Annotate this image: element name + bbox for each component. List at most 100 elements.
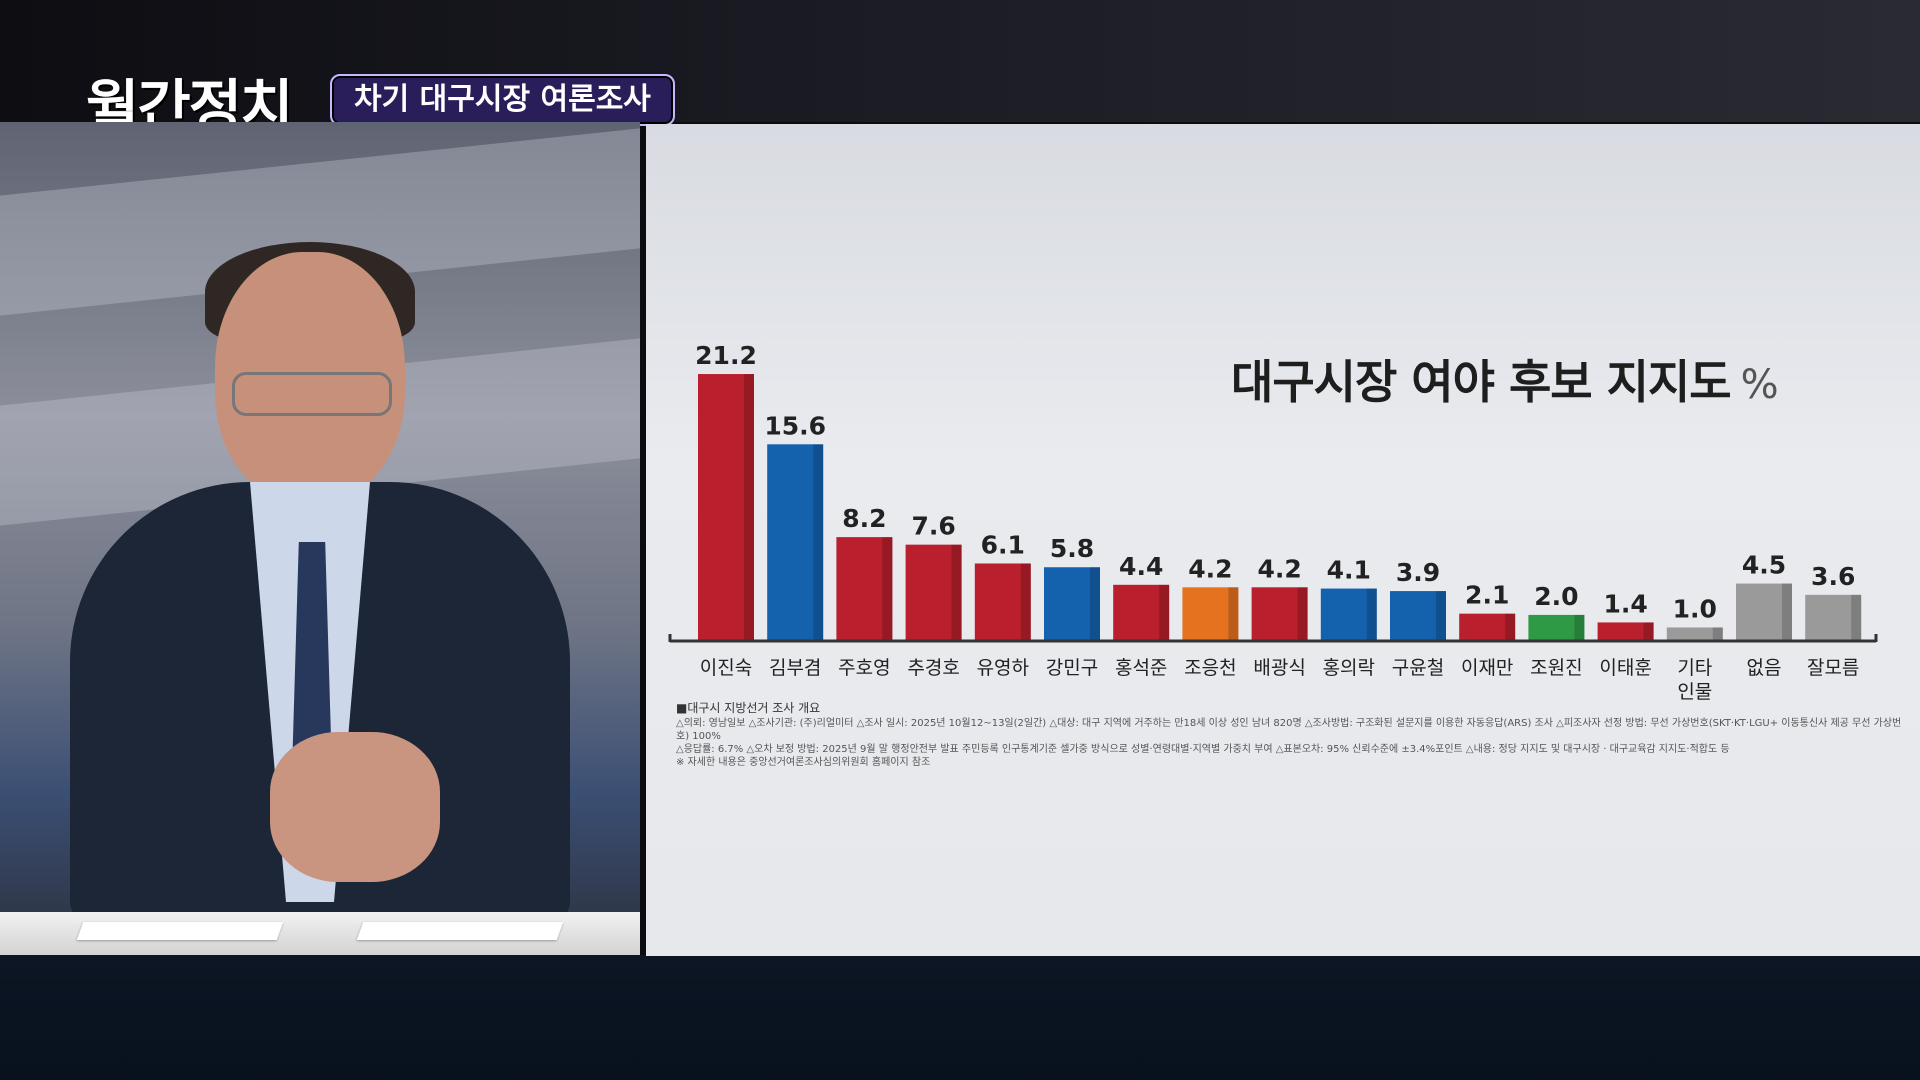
bar-group: 4.4 홍석준 bbox=[1113, 552, 1170, 679]
footnote-line: △의뢰: 영남일보 △조사기관: (주)리얼미터 △조사 일시: 2025년 1… bbox=[676, 718, 1902, 742]
category-label: 이재만 bbox=[1461, 657, 1513, 679]
desk-paper bbox=[76, 922, 284, 940]
bar bbox=[836, 537, 893, 640]
bar-shade bbox=[1090, 567, 1100, 640]
anchor-glasses bbox=[232, 372, 392, 416]
bar-group: 21.2 이진숙 bbox=[695, 341, 757, 679]
bar bbox=[1666, 627, 1723, 640]
footnote-line: ※ 자세한 내용은 중앙선거여론조사심의위원회 홈페이지 참조 bbox=[676, 757, 931, 768]
bar bbox=[1390, 591, 1446, 640]
anchor-hands bbox=[270, 732, 440, 882]
topic-tag: 차기 대구시장 여론조사 bbox=[330, 74, 675, 126]
bar bbox=[1251, 587, 1308, 640]
category-label: 없음 bbox=[1747, 657, 1782, 679]
chart-title-text: 대구시장 여야 후보 지지도 bbox=[1231, 355, 1732, 409]
bar-shade bbox=[1020, 563, 1031, 640]
bottom-band bbox=[0, 955, 1920, 1080]
data-label: 4.1 bbox=[1327, 556, 1371, 585]
bar-shade bbox=[1782, 583, 1792, 640]
category-label: 잘모름 bbox=[1807, 657, 1859, 679]
bar-shade bbox=[1436, 591, 1446, 640]
category-label: 김부겸 bbox=[769, 657, 821, 679]
data-label: 3.9 bbox=[1396, 558, 1440, 587]
category-label: 홍의락 bbox=[1323, 657, 1375, 679]
bar bbox=[905, 544, 962, 640]
data-label: 5.8 bbox=[1050, 534, 1094, 563]
bar-shade bbox=[813, 444, 824, 640]
top-banner-background bbox=[0, 0, 1920, 122]
bar-group: 3.9 구윤철 bbox=[1390, 558, 1446, 679]
bar bbox=[1459, 613, 1516, 640]
studio-camera-feed bbox=[0, 122, 640, 960]
bar-group: 15.6 김부겸 bbox=[764, 411, 826, 679]
bar-group: 8.2 주호영 bbox=[836, 504, 893, 679]
bar bbox=[974, 563, 1031, 640]
category-label: 조응천 bbox=[1184, 657, 1236, 679]
data-label: 7.6 bbox=[911, 512, 955, 541]
survey-footnotes: ■대구시 지방선거 조사 개요 △의뢰: 영남일보 △조사기관: (주)리얼미터… bbox=[676, 702, 1906, 769]
footnote-title: ■대구시 지방선거 조사 개요 bbox=[676, 701, 821, 715]
chart-title: 대구시장 여야 후보 지지도% bbox=[1231, 346, 1779, 412]
bar-group: 5.8 강민구 bbox=[1044, 534, 1100, 679]
bar-chart: 21.2 이진숙 15.6 김부겸 8.2 주호영 7.6 추경호 6.1 유영하 5.8 강민구 4.… bbox=[668, 341, 1878, 703]
category-label: 구윤철 bbox=[1392, 657, 1444, 679]
bar-group: 7.6 추경호 bbox=[905, 512, 962, 679]
data-label: 4.2 bbox=[1188, 554, 1232, 583]
data-label: 4.4 bbox=[1119, 552, 1163, 581]
category-label: 기타 bbox=[1677, 657, 1712, 679]
bar-shade bbox=[1505, 613, 1516, 640]
bar-group: 4.2 조응천 bbox=[1182, 554, 1239, 679]
category-label: 유영하 bbox=[977, 657, 1029, 679]
bar-group: 2.1 이재만 bbox=[1459, 581, 1516, 679]
footnote-line: △응답률: 6.7% △오차 보정 방법: 2025년 9월 말 행정안전부 발… bbox=[676, 744, 1730, 755]
category-label: 조원진 bbox=[1530, 657, 1582, 679]
bar bbox=[1044, 567, 1100, 640]
category-label: 인물 bbox=[1677, 681, 1712, 703]
bar-group: 1.4 이태훈 bbox=[1597, 589, 1654, 679]
category-label: 홍석준 bbox=[1115, 657, 1167, 679]
bar bbox=[1805, 594, 1862, 640]
bar bbox=[1597, 622, 1654, 640]
bar-shade bbox=[1228, 587, 1239, 640]
bar-shade bbox=[1159, 584, 1170, 640]
data-label: 3.6 bbox=[1811, 562, 1855, 591]
bar-shade bbox=[882, 537, 893, 640]
category-label: 배광식 bbox=[1253, 657, 1305, 679]
category-label: 추경호 bbox=[907, 657, 959, 679]
data-label: 2.1 bbox=[1465, 581, 1509, 610]
bar bbox=[1113, 584, 1170, 640]
bar bbox=[1182, 587, 1239, 640]
bar-shade bbox=[1712, 627, 1723, 640]
category-label: 강민구 bbox=[1046, 657, 1098, 679]
data-label: 6.1 bbox=[981, 530, 1025, 559]
category-label: 주호영 bbox=[838, 657, 890, 679]
data-label: 15.6 bbox=[764, 411, 826, 440]
data-label: 4.5 bbox=[1742, 551, 1786, 580]
data-label: 4.2 bbox=[1257, 554, 1301, 583]
category-label: 이태훈 bbox=[1599, 657, 1651, 679]
chart-panel: 대구시장 여야 후보 지지도% 21.2 이진숙 15.6 김부겸 8.2 주호영 7.6 추… bbox=[646, 124, 1920, 956]
bar-shade bbox=[1574, 614, 1585, 640]
bar bbox=[698, 374, 754, 640]
bar bbox=[1320, 588, 1377, 640]
bar-group: 4.2 배광식 bbox=[1251, 554, 1308, 679]
bar-shade bbox=[1366, 588, 1377, 640]
bar bbox=[1528, 614, 1585, 640]
data-label: 21.2 bbox=[695, 341, 757, 370]
bar-group: 6.1 유영하 bbox=[974, 530, 1031, 679]
bar-shade bbox=[1643, 622, 1654, 640]
data-label: 1.0 bbox=[1673, 594, 1717, 623]
bar bbox=[767, 444, 824, 640]
bar-group: 2.0 조원진 bbox=[1528, 582, 1585, 679]
bar-group: 4.1 홍의락 bbox=[1320, 556, 1377, 679]
desk-paper bbox=[356, 922, 564, 940]
bar-shade bbox=[744, 374, 754, 640]
bar-shade bbox=[951, 544, 962, 640]
bar-group: 3.6 잘모름 bbox=[1805, 562, 1862, 679]
program-logo: 월간정치 bbox=[86, 73, 293, 141]
data-label: 2.0 bbox=[1534, 582, 1578, 611]
bar-shade bbox=[1297, 587, 1308, 640]
data-label: 1.4 bbox=[1603, 589, 1647, 618]
data-label: 8.2 bbox=[842, 504, 886, 533]
